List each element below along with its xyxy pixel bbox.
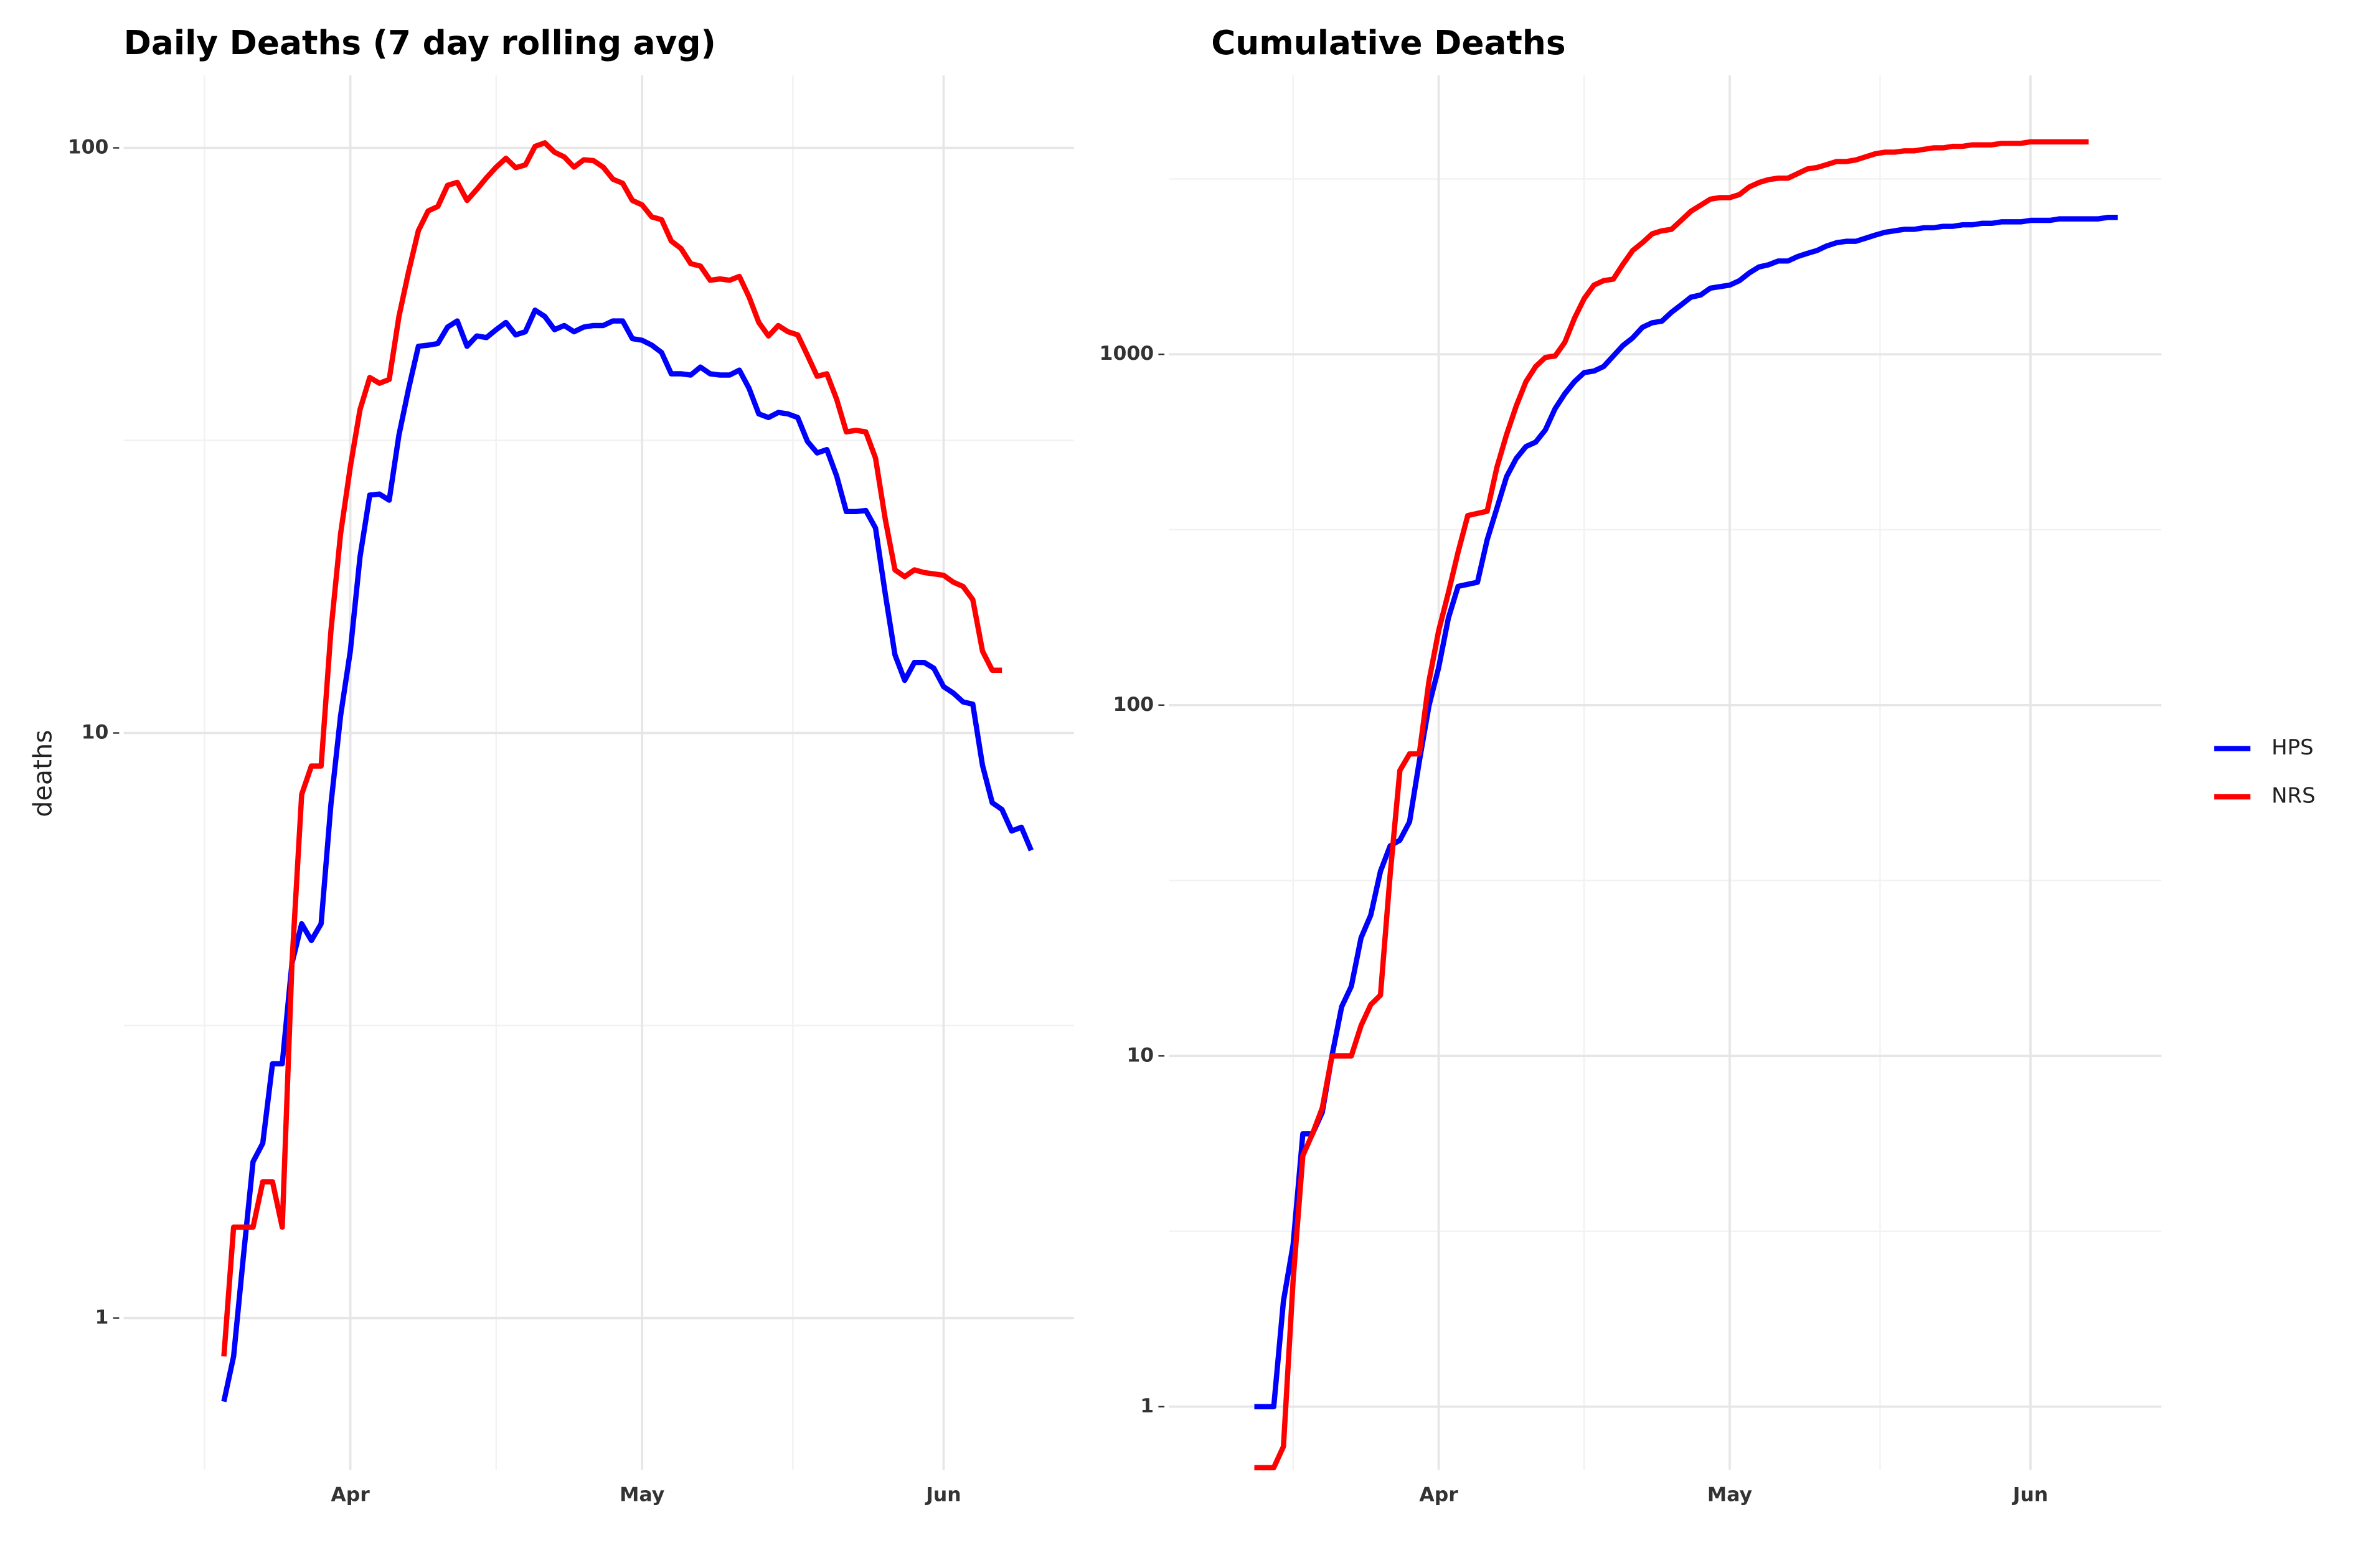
- legend-label: HPS: [2271, 735, 2313, 759]
- series-line: [221, 307, 1034, 1402]
- chart-title: Cumulative Deaths: [1211, 24, 1565, 62]
- x-tick-label: Apr: [1419, 1484, 1458, 1506]
- series-line: [1254, 214, 2118, 1410]
- y-tick-label: 100: [68, 136, 109, 159]
- y-axis-title: deaths: [27, 730, 57, 817]
- x-tick-label: Apr: [331, 1484, 370, 1506]
- y-tick-label: 1: [95, 1307, 109, 1329]
- series-line: [1254, 139, 2089, 1471]
- y-tick-label: 1000: [1100, 342, 1154, 365]
- x-tick-label: Jun: [925, 1484, 961, 1506]
- chart-title: Daily Deaths (7 day rolling avg): [124, 24, 716, 62]
- series-line: [221, 140, 1002, 1357]
- x-tick-label: Jun: [2012, 1484, 2049, 1506]
- y-tick-label: 10: [82, 721, 109, 744]
- x-tick-label: May: [1707, 1484, 1752, 1506]
- y-tick-label: 1: [1140, 1395, 1154, 1417]
- x-tick-label: May: [620, 1484, 664, 1506]
- legend-label: NRS: [2271, 784, 2315, 808]
- y-tick-label: 10: [1126, 1044, 1154, 1066]
- y-tick-label: 100: [1113, 693, 1154, 716]
